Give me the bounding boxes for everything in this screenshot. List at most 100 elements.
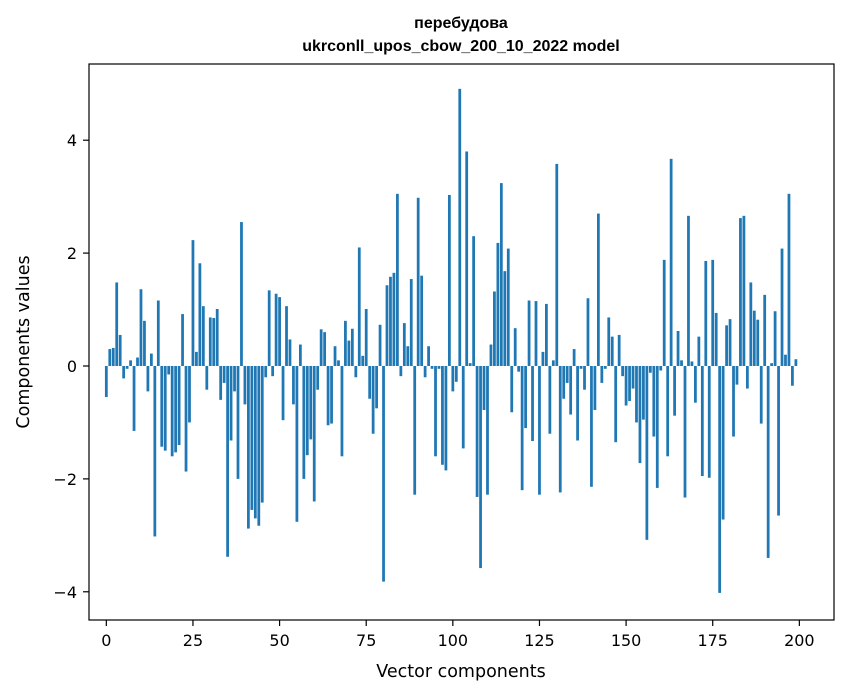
chart-title-line2: ukrconll_upos_cbow_200_10_2022 model <box>302 38 619 55</box>
bar-62 <box>319 329 323 366</box>
bar-7 <box>129 360 132 366</box>
bar-47 <box>267 290 271 366</box>
bar-34 <box>222 365 226 383</box>
bar-177 <box>718 365 722 593</box>
bar-76 <box>368 365 372 399</box>
x-tick-label: 0 <box>101 631 111 650</box>
bar-82 <box>389 276 392 366</box>
bar-172 <box>700 365 704 477</box>
bar-190 <box>763 294 767 366</box>
bar-150 <box>624 365 628 406</box>
bar-160 <box>659 365 663 371</box>
bar-19 <box>170 365 174 457</box>
bar-21 <box>177 365 181 446</box>
bar-121 <box>524 365 527 429</box>
bar-126 <box>541 351 545 366</box>
bar-129 <box>551 360 555 366</box>
bar-83 <box>392 272 396 366</box>
bar-108 <box>479 365 482 569</box>
bar-151 <box>628 365 631 401</box>
x-tick-label: 175 <box>697 631 728 650</box>
bar-86 <box>402 323 406 366</box>
bar-80 <box>382 365 385 582</box>
bar-195 <box>780 248 784 366</box>
bar-164 <box>673 365 676 416</box>
bar-170 <box>694 365 697 403</box>
bar-29 <box>205 365 209 390</box>
bar-98 <box>444 365 448 471</box>
bar-59 <box>309 365 313 440</box>
bar-111 <box>489 344 493 366</box>
bar-15 <box>156 300 160 366</box>
bar-74 <box>361 355 365 366</box>
bar-147 <box>614 365 618 443</box>
bar-173 <box>704 261 708 366</box>
bar-125 <box>538 365 541 495</box>
bar-38 <box>236 365 240 479</box>
bar-42 <box>250 365 254 510</box>
x-tick-label: 100 <box>438 631 469 650</box>
bar-112 <box>493 291 496 366</box>
bar-77 <box>371 365 375 434</box>
bar-136 <box>576 365 579 441</box>
bar-199 <box>794 359 798 366</box>
bar-87 <box>406 346 410 366</box>
bar-182 <box>735 365 739 385</box>
chart-title-line1: перебудова <box>414 15 508 32</box>
bar-130 <box>555 163 559 366</box>
bar-69 <box>344 320 347 366</box>
bar-84 <box>396 193 399 366</box>
bar-88 <box>409 279 413 366</box>
bar-37 <box>233 365 236 392</box>
bar-25 <box>191 240 195 366</box>
bar-32 <box>215 308 219 366</box>
bar-117 <box>510 365 514 413</box>
bar-145 <box>607 317 611 366</box>
bar-162 <box>666 365 670 457</box>
bar-191 <box>766 365 770 558</box>
bar-66 <box>333 346 337 366</box>
bar-35 <box>226 365 229 557</box>
bar-103 <box>461 365 465 449</box>
bar-3 <box>115 282 119 366</box>
bar-24 <box>188 365 191 423</box>
bar-188 <box>756 319 760 366</box>
bar-180 <box>728 319 732 366</box>
bar-138 <box>583 365 586 390</box>
x-tick-label: 25 <box>183 631 203 650</box>
y-tick-label: 4 <box>67 131 77 150</box>
bar-14 <box>153 365 157 537</box>
y-tick-label: 0 <box>67 357 77 376</box>
bar-13 <box>149 353 153 366</box>
bars-group <box>104 88 798 593</box>
bar-140 <box>590 365 593 487</box>
bar-142 <box>596 213 600 366</box>
bar-99 <box>447 194 451 366</box>
bar-10 <box>139 289 143 366</box>
bar-134 <box>569 365 573 415</box>
bar-45 <box>260 365 264 503</box>
bar-152 <box>631 365 635 389</box>
bar-53 <box>288 339 292 366</box>
bar-95 <box>434 365 437 457</box>
y-axis-label: Components values <box>14 255 34 428</box>
bar-187 <box>752 310 756 366</box>
bar-178 <box>721 365 725 520</box>
bar-161 <box>662 259 666 366</box>
bar-72 <box>354 365 358 378</box>
bar-33 <box>219 365 223 400</box>
x-tick-label: 50 <box>269 631 289 650</box>
bar-179 <box>725 325 728 366</box>
x-axis-label: Vector components <box>376 662 545 682</box>
bar-64 <box>326 365 330 426</box>
bar-94 <box>430 365 434 369</box>
bar-36 <box>229 365 233 441</box>
bar-79 <box>378 324 382 366</box>
bar-96 <box>437 365 441 369</box>
bar-22 <box>181 314 184 366</box>
bar-5 <box>122 365 126 379</box>
bar-16 <box>160 365 164 447</box>
bar-141 <box>593 365 597 411</box>
plot-frame <box>88 63 835 621</box>
